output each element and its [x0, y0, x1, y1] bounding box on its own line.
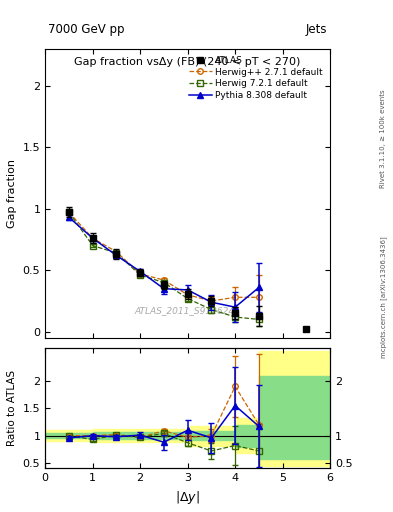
Text: Jets: Jets — [306, 23, 327, 36]
X-axis label: $|\Delta y|$: $|\Delta y|$ — [175, 489, 200, 506]
Legend: ATLAS, Herwig++ 2.7.1 default, Herwig 7.2.1 default, Pythia 8.308 default: ATLAS, Herwig++ 2.7.1 default, Herwig 7.… — [186, 53, 326, 103]
Text: mcplots.cern.ch [arXiv:1306.3436]: mcplots.cern.ch [arXiv:1306.3436] — [380, 236, 387, 358]
Text: ATLAS_2011_S9126244: ATLAS_2011_S9126244 — [135, 306, 241, 315]
Y-axis label: Gap fraction: Gap fraction — [7, 159, 17, 228]
Y-axis label: Ratio to ATLAS: Ratio to ATLAS — [7, 370, 17, 446]
Text: Rivet 3.1.10, ≥ 100k events: Rivet 3.1.10, ≥ 100k events — [380, 89, 386, 187]
Text: Gap fraction vsΔy (FB) (240 < pT < 270): Gap fraction vsΔy (FB) (240 < pT < 270) — [74, 57, 301, 67]
Text: 7000 GeV pp: 7000 GeV pp — [48, 23, 125, 36]
